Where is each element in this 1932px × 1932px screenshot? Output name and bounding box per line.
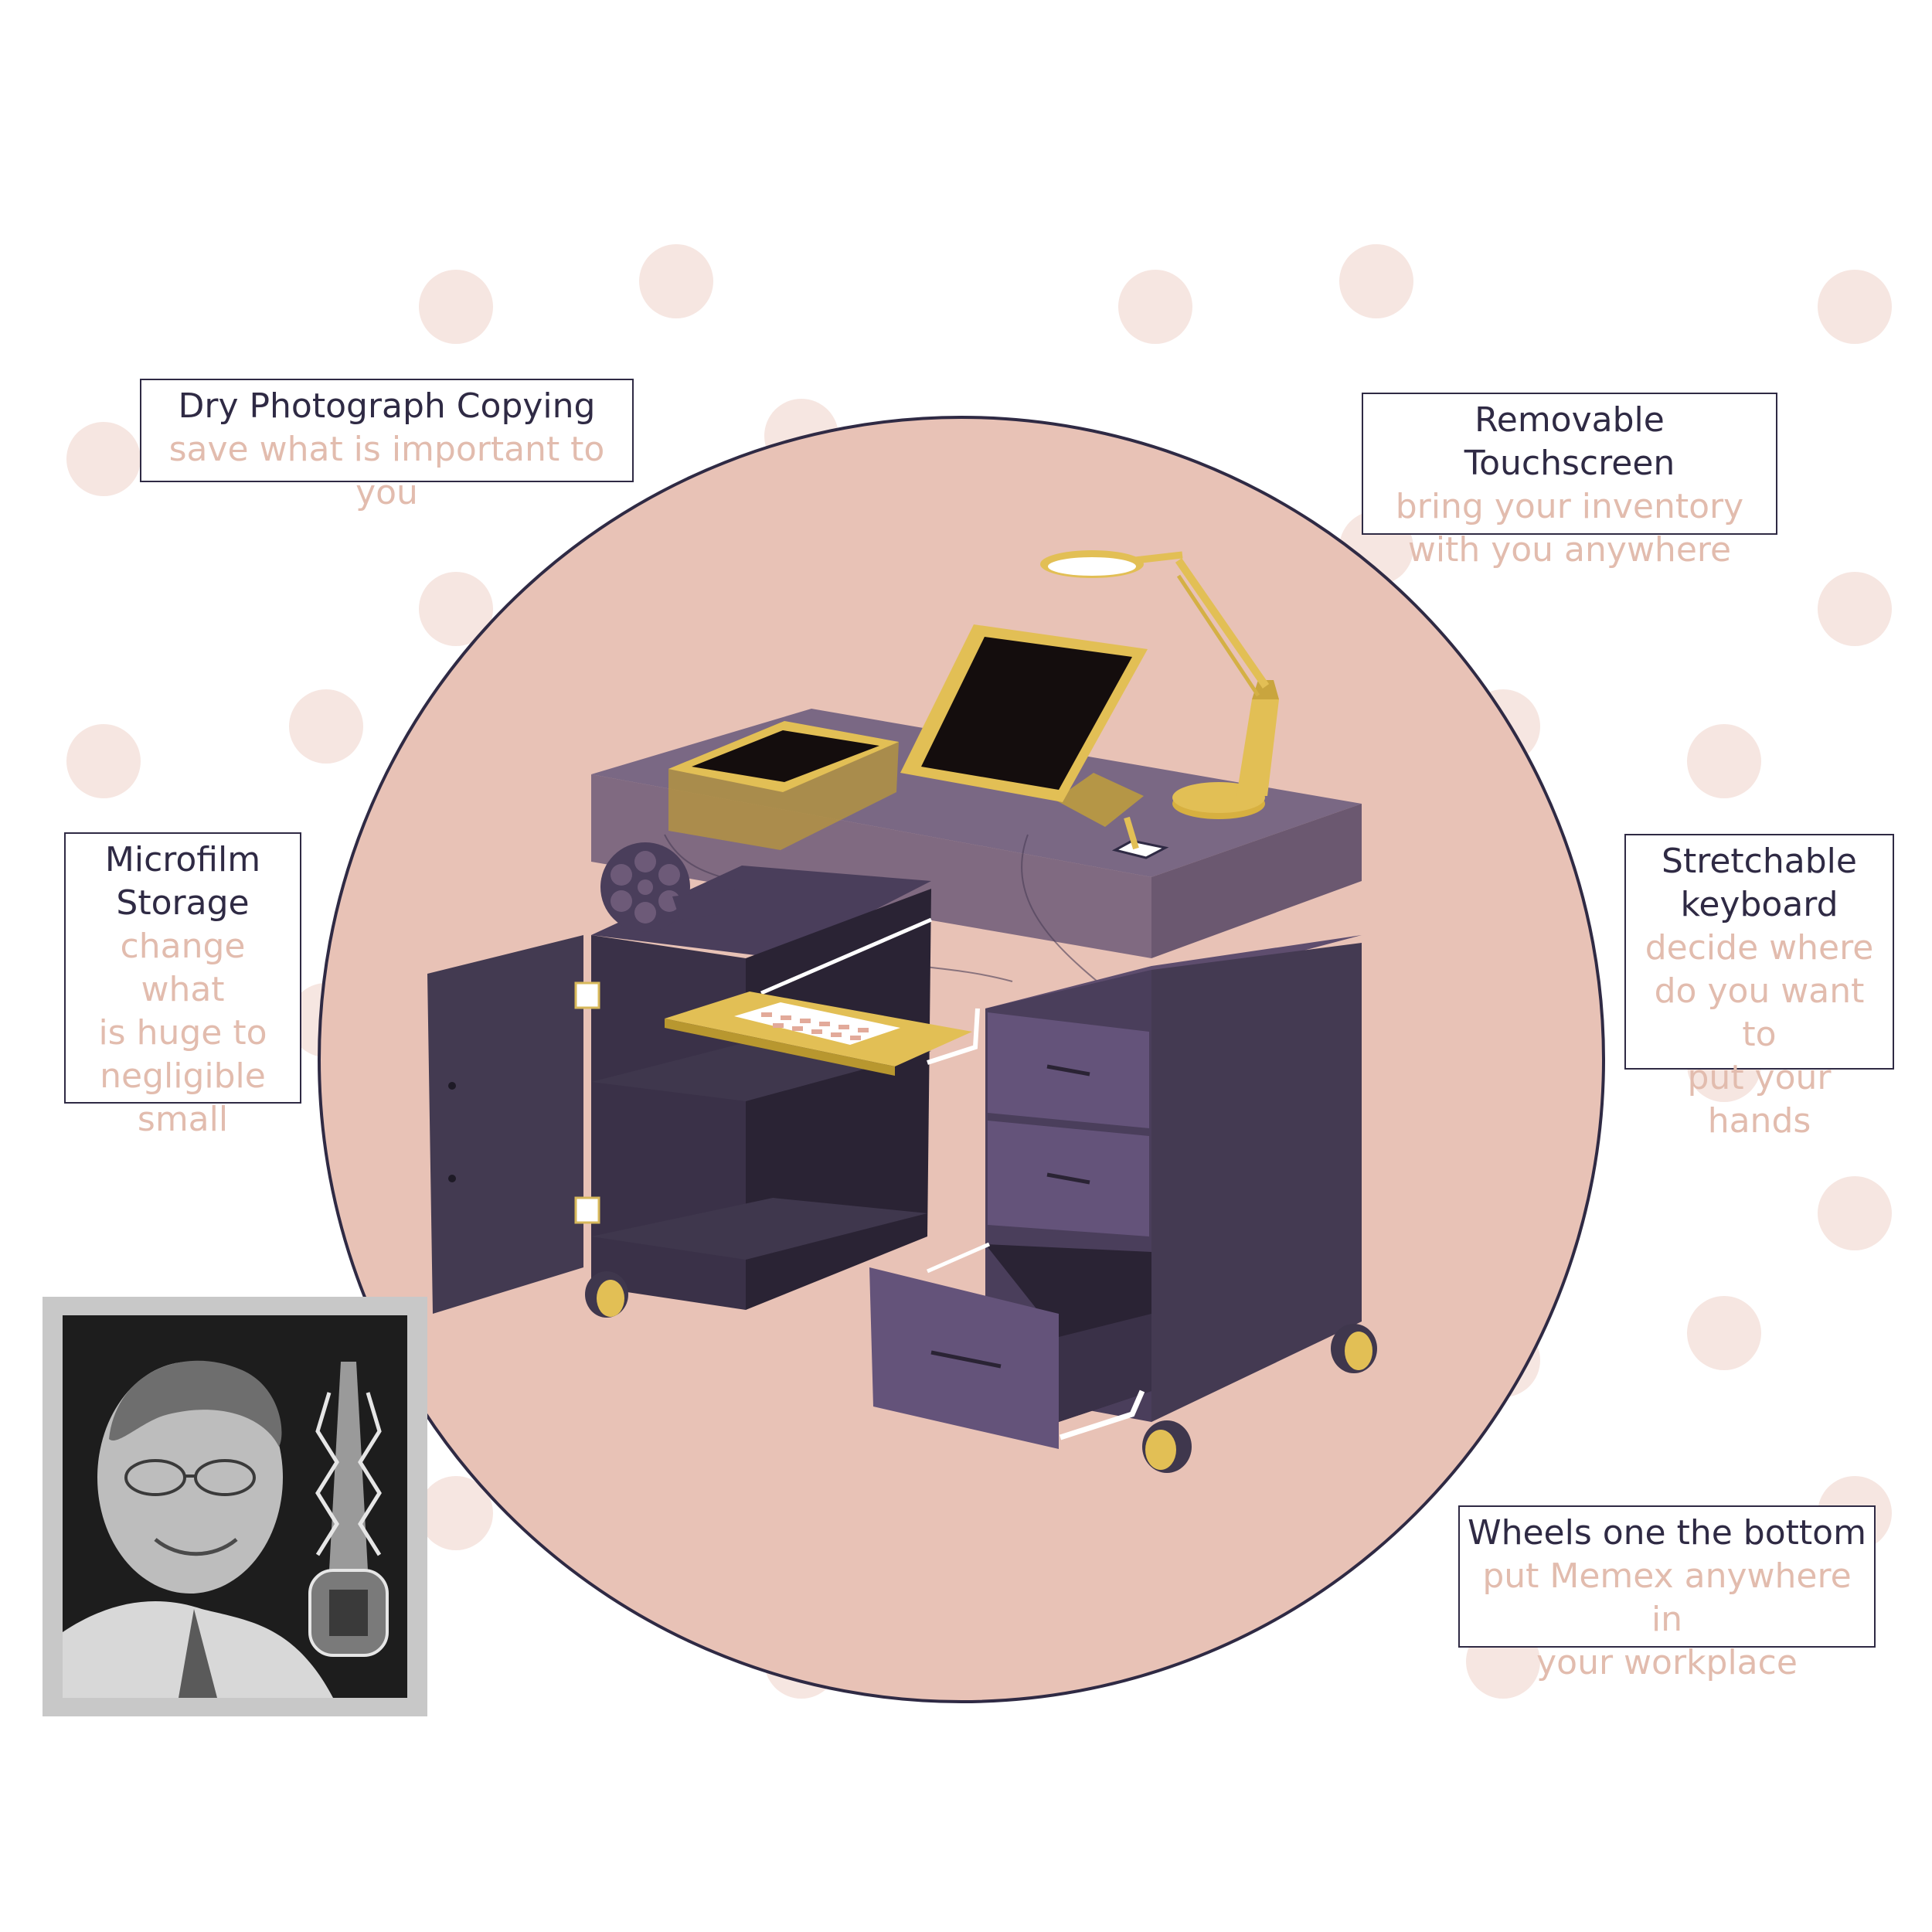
callout-description: put Memex anywhere in	[1468, 1555, 1866, 1641]
cabinet-door[interactable]	[427, 935, 583, 1314]
callout-title: keyboard	[1634, 883, 1885, 927]
callout-description: do you want to	[1634, 970, 1885, 1056]
callout-title: Storage	[73, 882, 292, 925]
callout-title: Dry Photograph Copying	[149, 385, 624, 428]
door-knob	[448, 1082, 456, 1090]
portrait-sketch	[63, 1315, 407, 1698]
door-hinge	[576, 983, 599, 1008]
callout-stretchable-keyboard: Stretchable keyboard decide where do you…	[1624, 834, 1894, 1070]
callout-microfilm-storage: Microfilm Storage change what is huge to…	[64, 832, 301, 1104]
callout-description: put your hands	[1634, 1056, 1885, 1143]
inventor-portrait-image	[43, 1297, 427, 1716]
callout-description: small	[73, 1098, 292, 1141]
callout-title: Removable Touchscreen	[1371, 399, 1768, 485]
callout-dry-photograph-copying: Dry Photograph Copying save what is impo…	[140, 379, 634, 482]
callout-description: your workplace	[1468, 1641, 1866, 1685]
callout-title: Stretchable	[1634, 840, 1885, 883]
callout-removable-touchscreen: Removable Touchscreen bring your invento…	[1362, 393, 1777, 535]
callout-description: negligible	[73, 1055, 292, 1098]
door-knob	[448, 1175, 456, 1182]
callout-title: Wheels one the bottom	[1468, 1512, 1866, 1555]
door-hinge	[576, 1198, 599, 1223]
callout-title: Microfilm	[73, 838, 292, 882]
callout-description: change what	[73, 925, 292, 1012]
callout-description: decide where	[1634, 927, 1885, 970]
callout-description: with you anywhere	[1371, 529, 1768, 572]
portrait-frame	[63, 1315, 407, 1698]
callout-description: bring your inventory	[1371, 485, 1768, 529]
callout-description: save what is important to you	[149, 428, 624, 515]
callout-wheels-bottom: Wheels one the bottom put Memex anywhere…	[1458, 1505, 1876, 1648]
callout-description: is huge to	[73, 1012, 292, 1055]
